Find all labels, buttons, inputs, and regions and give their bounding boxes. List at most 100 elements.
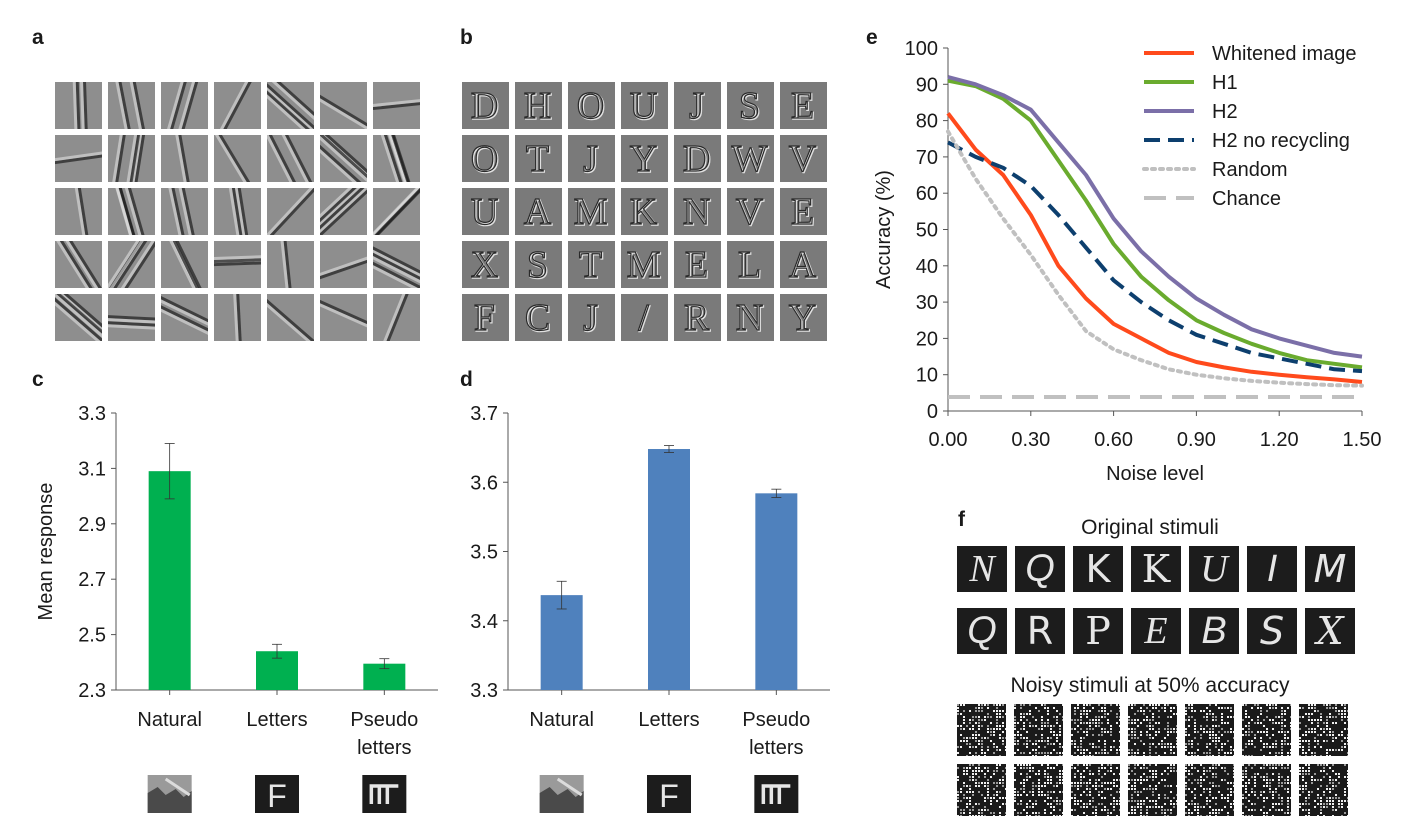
panel-label-f: f <box>958 508 965 531</box>
svg-text:/: / <box>639 298 650 340</box>
y-tick-label: 70 <box>916 147 938 169</box>
panel-label-b: b <box>460 26 473 49</box>
y-tick-label: 30 <box>916 292 938 314</box>
feature-tile <box>108 294 155 341</box>
panel-label-c: c <box>32 368 44 391</box>
svg-text:E: E <box>792 192 815 234</box>
natural-image-icon <box>147 775 192 813</box>
svg-text:J: J <box>584 139 599 181</box>
svg-text:S: S <box>527 244 548 286</box>
feature-tile <box>373 188 420 235</box>
svg-text:F: F <box>659 778 679 814</box>
series-line-whitened-image <box>946 112 1363 384</box>
svg-text:V: V <box>736 191 764 233</box>
bar <box>648 449 690 690</box>
feature-tile <box>161 188 208 235</box>
y-tick-label: 80 <box>916 111 938 133</box>
svg-text:Y: Y <box>630 138 657 180</box>
y-tick-label: 3.5 <box>470 542 498 564</box>
y-tick-label: 2.7 <box>78 569 106 591</box>
svg-text:O: O <box>471 138 498 180</box>
legend-label: Random <box>1212 159 1288 181</box>
x-tick-label: 0.60 <box>1094 429 1133 451</box>
panel-label-e: e <box>866 26 878 49</box>
svg-text:X: X <box>471 244 498 286</box>
svg-text:H: H <box>525 86 552 128</box>
svg-text:R: R <box>685 298 711 340</box>
noisy-stimuli-row-1 <box>957 704 1348 756</box>
x-axis-label: Noise level <box>1106 463 1204 485</box>
svg-text:E: E <box>686 245 709 287</box>
feature-tile <box>161 241 208 288</box>
natural-image-icon <box>539 775 584 813</box>
noisy-stimulus <box>1242 764 1291 816</box>
legend-label: Chance <box>1212 188 1281 210</box>
svg-text:E: E <box>791 85 814 127</box>
feature-tile <box>108 188 155 235</box>
noisy-stimulus <box>1071 764 1120 816</box>
feature-tile <box>108 82 155 129</box>
stimulus-letter: S <box>1247 608 1297 654</box>
svg-text:A: A <box>524 191 552 233</box>
x-tick-label: 1.20 <box>1260 429 1299 451</box>
svg-text:T: T <box>580 245 603 287</box>
feature-tile <box>373 294 420 341</box>
y-axis-label: Accuracy (%) <box>873 170 895 289</box>
feature-tile <box>108 241 155 288</box>
svg-text:H: H <box>524 85 551 127</box>
stimulus-letter: K <box>1131 546 1181 592</box>
panel-label-a: a <box>32 26 44 49</box>
feature-tile <box>267 82 314 129</box>
feature-tile <box>267 135 314 182</box>
noisy-stimulus <box>1014 704 1063 756</box>
bar <box>148 471 191 690</box>
noisy-stimulus <box>1242 704 1291 756</box>
y-tick-label: 3.4 <box>470 611 498 633</box>
svg-text:O: O <box>472 139 499 181</box>
feature-tile <box>373 82 420 129</box>
feature-tile <box>214 82 261 129</box>
feature-tile <box>214 135 261 182</box>
feature-tile <box>267 241 314 288</box>
svg-text:U: U <box>630 85 657 127</box>
svg-text:M: M <box>575 192 609 234</box>
stimulus-letter: K <box>1073 546 1123 592</box>
svg-text:E: E <box>685 244 708 286</box>
svg-text:S: S <box>740 86 761 128</box>
svg-text:W: W <box>732 138 768 180</box>
stimulus-letter: X <box>1305 608 1355 654</box>
svg-text:/: / <box>638 297 649 339</box>
stimulus-letter: N <box>957 546 1007 592</box>
x-tick-label: Natural <box>529 709 593 731</box>
pseudo-letter-icon <box>754 775 799 813</box>
x-tick-label: Natural <box>137 709 201 731</box>
x-tick-label: letters <box>357 737 411 759</box>
legend-label: H2 no recycling <box>1212 130 1350 152</box>
y-tick-label: 40 <box>916 256 938 278</box>
y-tick-label: 3.3 <box>470 680 498 702</box>
feature-tile <box>161 135 208 182</box>
stimulus-letter: E <box>1131 608 1181 654</box>
svg-text:J: J <box>583 138 598 180</box>
feature-tile <box>55 241 102 288</box>
feature-tile <box>161 294 208 341</box>
svg-text:U: U <box>472 192 499 234</box>
svg-text:R: R <box>684 297 710 339</box>
feature-tile <box>161 82 208 129</box>
svg-text:A: A <box>525 192 553 234</box>
y-tick-label: 3.1 <box>78 458 106 480</box>
x-tick-label: Pseudo <box>350 709 418 731</box>
feature-tile <box>214 294 261 341</box>
noisy-stimulus <box>957 764 1006 816</box>
x-tick-label: letters <box>749 737 803 759</box>
